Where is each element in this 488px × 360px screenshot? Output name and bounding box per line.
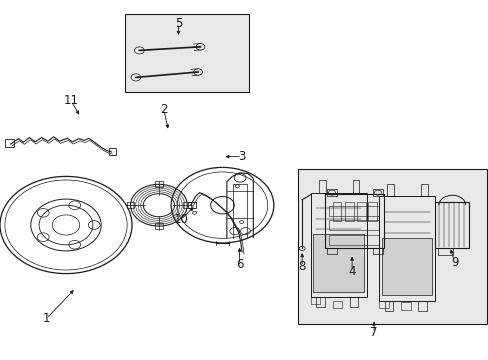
Bar <box>356 202 365 221</box>
Bar <box>315 297 324 307</box>
Text: 8: 8 <box>298 260 305 273</box>
Text: 1: 1 <box>42 312 50 325</box>
Bar <box>318 180 325 193</box>
Bar <box>420 184 427 196</box>
Text: 11: 11 <box>63 94 78 107</box>
Bar <box>332 301 342 308</box>
Bar <box>437 248 452 255</box>
Bar <box>328 206 379 216</box>
Bar <box>378 301 388 308</box>
Bar <box>5 139 14 147</box>
Bar <box>298 169 486 324</box>
Bar <box>310 193 366 297</box>
Bar <box>155 181 163 187</box>
Bar <box>349 297 358 307</box>
Bar <box>328 235 379 245</box>
Text: 5: 5 <box>174 17 182 30</box>
Text: 3: 3 <box>238 150 245 163</box>
Bar <box>326 189 337 196</box>
Text: 6: 6 <box>235 258 243 271</box>
Bar <box>310 297 320 304</box>
Bar <box>372 189 383 196</box>
Bar <box>108 148 116 155</box>
Bar <box>378 196 434 301</box>
Bar <box>155 223 163 229</box>
Bar <box>328 220 379 230</box>
Text: 4: 4 <box>347 265 355 278</box>
Bar <box>418 301 426 311</box>
Bar <box>126 202 134 208</box>
Text: 9: 9 <box>450 256 458 269</box>
Bar <box>325 194 383 248</box>
Bar <box>344 202 353 221</box>
Bar <box>367 202 376 221</box>
Bar <box>352 180 359 193</box>
Bar <box>400 302 410 310</box>
Bar <box>384 301 392 311</box>
Bar <box>434 202 468 248</box>
Bar <box>313 234 363 292</box>
Bar <box>381 238 431 295</box>
Bar <box>183 202 191 208</box>
Text: 7: 7 <box>369 327 377 339</box>
Bar <box>124 14 249 92</box>
Text: 2: 2 <box>160 103 167 116</box>
Bar <box>386 184 393 196</box>
Bar <box>372 248 383 254</box>
Text: 10: 10 <box>173 213 188 226</box>
Bar <box>326 248 337 254</box>
Bar <box>187 202 195 208</box>
Bar <box>332 202 341 221</box>
